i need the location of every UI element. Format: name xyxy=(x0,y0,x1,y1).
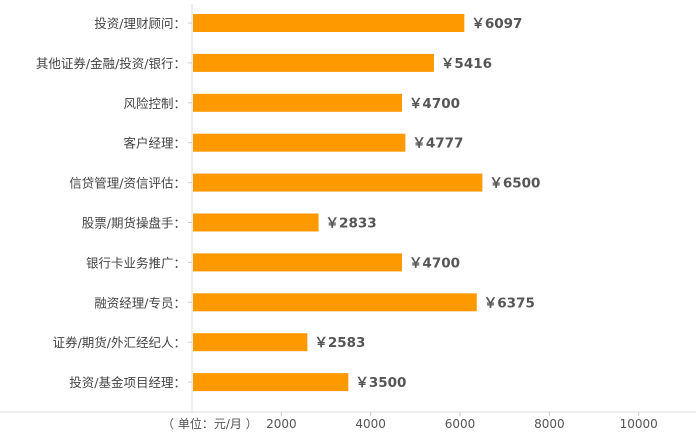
bar xyxy=(193,173,483,192)
category-label: 客户经理： xyxy=(123,136,186,151)
category-label: 股票/期货操盘手： xyxy=(82,216,186,231)
bar-value-label: ￥2833 xyxy=(326,216,377,232)
bar-value-label: ￥2583 xyxy=(314,335,365,351)
bar xyxy=(193,133,406,152)
bar-value-label: ￥6500 xyxy=(489,176,540,192)
category-label: 信贷管理/资信评估： xyxy=(69,176,186,191)
bar-value-label: ￥4777 xyxy=(412,136,463,152)
bar xyxy=(193,293,477,312)
bar xyxy=(193,93,402,112)
category-label: 投资/基金项目经理： xyxy=(69,375,186,390)
bar xyxy=(193,213,319,232)
category-label: 其他证券/金融/投资/银行： xyxy=(36,56,186,71)
x-tick-label: 4000 xyxy=(355,417,386,431)
bar-value-label: ￥5416 xyxy=(441,56,492,72)
bar xyxy=(193,14,465,32)
category-label: 银行卡业务推广： xyxy=(86,255,186,270)
x-tick-label: 8000 xyxy=(534,417,565,431)
x-tick-label: 10000 xyxy=(620,417,658,431)
x-tick-label: 2000 xyxy=(266,417,297,431)
x-tick-label: 6000 xyxy=(445,417,476,431)
category-label: 证券/期货/外汇经纪人： xyxy=(53,335,186,350)
category-label: 投资/理财顾问： xyxy=(94,16,186,31)
unit-label: （ 单位：元/月 ） xyxy=(162,416,258,431)
bar-value-label: ￥6097 xyxy=(471,16,522,32)
bar-value-label: ￥4700 xyxy=(409,96,460,112)
bar xyxy=(193,333,308,352)
bar xyxy=(193,253,402,272)
category-label: 融资经理/专员： xyxy=(94,295,186,310)
bar-value-label: ￥4700 xyxy=(409,255,460,271)
bar xyxy=(193,53,434,72)
category-label: 风险控制： xyxy=(123,96,186,111)
bar-value-label: ￥6375 xyxy=(484,295,535,311)
bar xyxy=(193,373,349,392)
bar-value-label: ￥3500 xyxy=(355,375,406,391)
